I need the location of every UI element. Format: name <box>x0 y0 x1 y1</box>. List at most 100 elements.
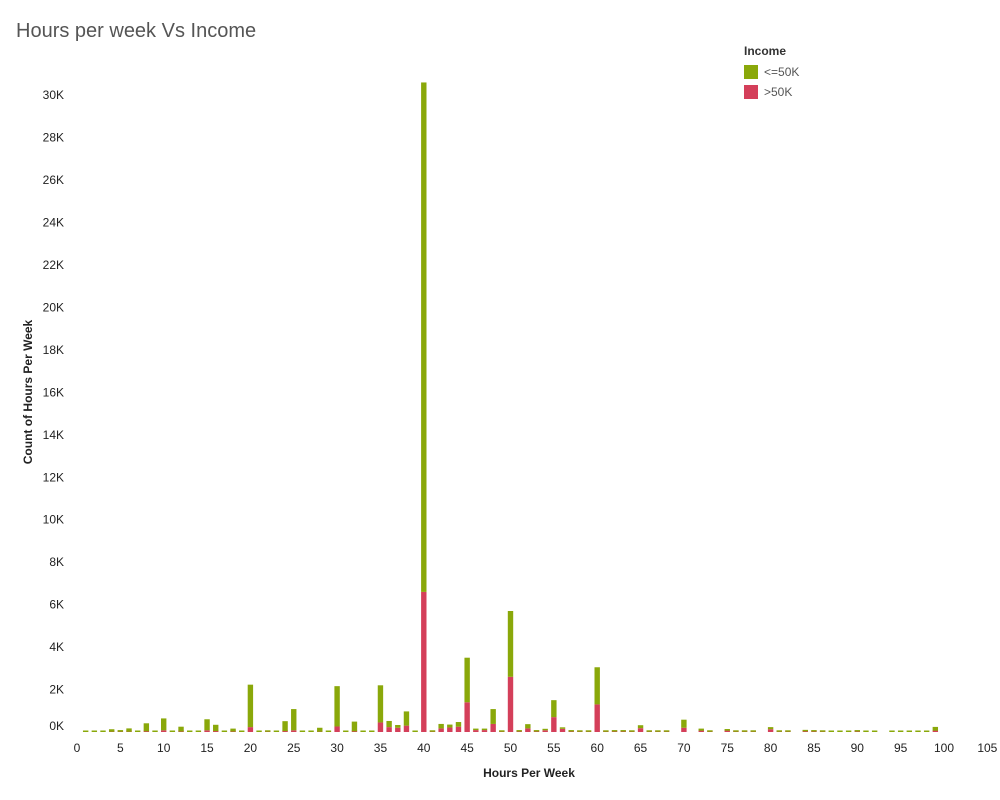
bar-segment-le50k[interactable] <box>100 730 106 733</box>
bar-segment-le50k[interactable] <box>247 684 254 728</box>
bar-segment-le50k[interactable] <box>169 730 176 733</box>
bar-segment-le50k[interactable] <box>655 730 661 732</box>
bar-segment-le50k[interactable] <box>490 709 496 724</box>
bar-segment-gt50k[interactable] <box>698 730 704 733</box>
bar-segment-le50k[interactable] <box>663 730 670 732</box>
bar-segment-le50k[interactable] <box>577 730 583 732</box>
bar-segment-gt50k[interactable] <box>161 730 167 732</box>
bar-segment-le50k[interactable] <box>481 728 488 731</box>
bar-segment-le50k[interactable] <box>299 730 306 733</box>
bar-segment-gt50k[interactable] <box>447 727 453 732</box>
bar-segment-le50k[interactable] <box>568 730 574 732</box>
bar-segment-le50k[interactable] <box>646 730 652 732</box>
bar-segment-le50k[interactable] <box>915 730 921 733</box>
bar-segment-gt50k[interactable] <box>386 727 392 732</box>
bar-segment-le50k[interactable] <box>932 726 939 731</box>
bar-segment-le50k[interactable] <box>828 730 834 733</box>
bar-segment-le50k[interactable] <box>82 730 89 733</box>
bar-segment-le50k[interactable] <box>317 727 323 732</box>
bar-segment-gt50k[interactable] <box>724 730 730 733</box>
bar-segment-le50k[interactable] <box>178 726 184 732</box>
bar-segment-le50k[interactable] <box>845 730 852 733</box>
bar-segment-le50k[interactable] <box>819 730 826 732</box>
bar-segment-le50k[interactable] <box>108 729 115 732</box>
bar-segment-le50k[interactable] <box>620 730 626 732</box>
bar-segment-le50k[interactable] <box>542 728 548 731</box>
bar-segment-le50k[interactable] <box>785 730 791 732</box>
bar-segment-le50k[interactable] <box>325 730 332 733</box>
bar-segment-le50k[interactable] <box>629 730 635 732</box>
bar-segment-gt50k[interactable] <box>542 730 548 732</box>
bar-segment-le50k[interactable] <box>455 722 462 727</box>
bar-segment-gt50k[interactable] <box>525 728 531 732</box>
bar-segment-le50k[interactable] <box>767 727 774 730</box>
bar-segment-le50k[interactable] <box>143 723 150 732</box>
bar-segment-le50k[interactable] <box>291 709 297 731</box>
bar-segment-le50k[interactable] <box>707 730 713 732</box>
bar-segment-le50k[interactable] <box>724 729 730 731</box>
bar-segment-le50k[interactable] <box>126 728 132 732</box>
bar-segment-le50k[interactable] <box>585 730 592 732</box>
bar-segment-le50k[interactable] <box>403 711 410 726</box>
bar-segment-gt50k[interactable] <box>213 730 219 733</box>
bar-segment-le50k[interactable] <box>412 730 418 733</box>
bar-segment-le50k[interactable] <box>134 730 141 733</box>
bar-segment-le50k[interactable] <box>308 730 314 733</box>
bar-segment-le50k[interactable] <box>273 730 280 733</box>
bar-segment-le50k[interactable] <box>923 730 930 733</box>
bar-segment-gt50k[interactable] <box>455 726 462 732</box>
bar-segment-le50k[interactable] <box>239 730 245 733</box>
bar-segment-le50k[interactable] <box>421 82 427 592</box>
bar-segment-gt50k[interactable] <box>481 730 488 732</box>
bar-segment-le50k[interactable] <box>802 729 808 732</box>
bar-segment-le50k[interactable] <box>256 730 262 733</box>
legend-item-le50k[interactable]: <=50K <box>744 62 799 82</box>
bar-segment-le50k[interactable] <box>863 730 869 733</box>
bar-segment-le50k[interactable] <box>187 730 193 733</box>
bar-segment-le50k[interactable] <box>741 730 748 732</box>
bar-segment-le50k[interactable] <box>204 719 210 731</box>
bar-segment-le50k[interactable] <box>438 723 444 729</box>
bar-segment-le50k[interactable] <box>637 725 644 729</box>
bar-segment-le50k[interactable] <box>733 730 739 732</box>
bar-segment-le50k[interactable] <box>161 718 167 731</box>
bar-segment-gt50k[interactable] <box>403 725 410 732</box>
bar-segment-le50k[interactable] <box>265 730 271 732</box>
bar-segment-gt50k[interactable] <box>464 702 470 732</box>
bar-segment-gt50k[interactable] <box>681 727 687 732</box>
bar-segment-gt50k[interactable] <box>767 729 774 732</box>
bar-segment-le50k[interactable] <box>594 667 600 705</box>
bar-segment-le50k[interactable] <box>507 611 514 677</box>
bar-segment-le50k[interactable] <box>386 720 392 728</box>
legend-item-gt50k[interactable]: >50K <box>744 82 799 102</box>
bar-segment-le50k[interactable] <box>334 686 340 727</box>
bar-segment-le50k[interactable] <box>282 721 288 732</box>
bar-segment-gt50k[interactable] <box>490 723 496 732</box>
bar-segment-le50k[interactable] <box>91 730 98 733</box>
bar-segment-le50k[interactable] <box>369 730 375 733</box>
bar-segment-le50k[interactable] <box>195 730 202 733</box>
bar-segment-gt50k[interactable] <box>204 730 210 732</box>
bar-segment-le50k[interactable] <box>464 657 470 703</box>
bar-segment-le50k[interactable] <box>681 719 687 728</box>
bar-segment-le50k[interactable] <box>611 730 618 732</box>
bar-segment-le50k[interactable] <box>221 730 228 733</box>
bar-segment-le50k[interactable] <box>473 728 479 731</box>
bar-segment-gt50k[interactable] <box>247 727 254 732</box>
bar-segment-le50k[interactable] <box>360 730 366 733</box>
bar-segment-le50k[interactable] <box>854 730 860 732</box>
bar-segment-le50k[interactable] <box>213 724 219 732</box>
bar-segment-gt50k[interactable] <box>282 730 288 733</box>
bar-segment-gt50k[interactable] <box>637 728 644 732</box>
bar-segment-gt50k[interactable] <box>438 728 444 732</box>
bar-segment-le50k[interactable] <box>750 730 756 732</box>
bar-segment-le50k[interactable] <box>117 730 124 732</box>
bar-segment-gt50k[interactable] <box>932 730 939 733</box>
bar-segment-le50k[interactable] <box>533 730 540 732</box>
bar-segment-le50k[interactable] <box>871 730 878 733</box>
bar-segment-gt50k[interactable] <box>421 591 427 732</box>
bar-segment-le50k[interactable] <box>343 730 349 733</box>
bar-segment-le50k[interactable] <box>499 730 505 732</box>
bar-segment-le50k[interactable] <box>776 730 782 732</box>
bar-segment-le50k[interactable] <box>516 730 522 732</box>
